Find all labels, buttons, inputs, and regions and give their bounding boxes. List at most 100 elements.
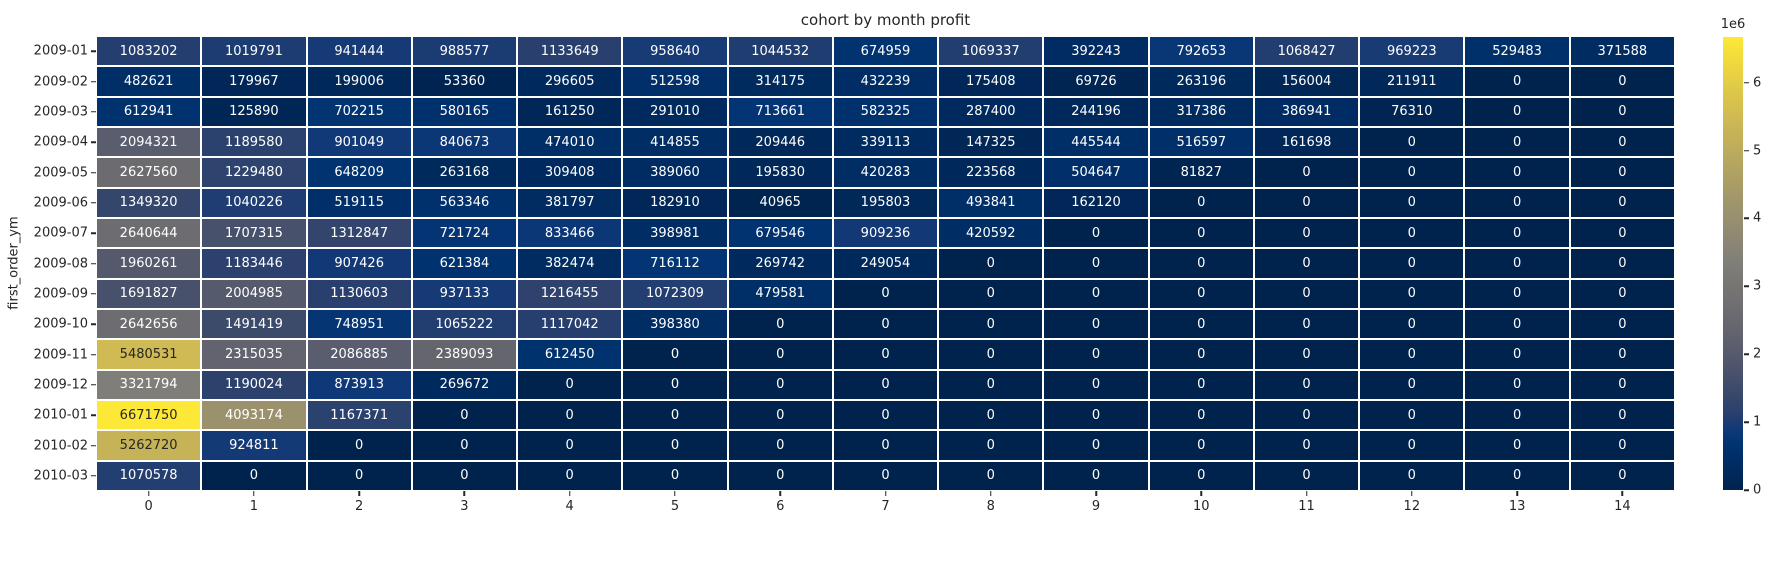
- colorbar-tick-label: 3: [1753, 278, 1762, 294]
- heatmap-cell: 909236: [833, 219, 938, 248]
- heatmap-cell: 2627560: [97, 158, 201, 187]
- heatmap-cell: 76310: [1360, 97, 1464, 126]
- heatmap-cell: 432239: [833, 67, 938, 96]
- heatmap-cell: 0: [202, 461, 306, 490]
- heatmap-cell: 0: [1044, 370, 1148, 399]
- heatmap-cell: 263168: [412, 158, 517, 187]
- heatmap-cell: 0: [1570, 310, 1674, 339]
- y-tick-label: 2009-05: [33, 165, 88, 180]
- heatmap-cell: 0: [1465, 188, 1569, 217]
- y-tick-mark: [91, 293, 96, 295]
- heatmap-cell: 0: [1570, 370, 1674, 399]
- heatmap-cell: 0: [1044, 401, 1148, 430]
- heatmap-cell: 175408: [939, 67, 1043, 96]
- heatmap-cell: 382474: [518, 249, 622, 278]
- heatmap-cell: 0: [728, 401, 832, 430]
- x-tick-label: 0: [144, 499, 153, 514]
- colorbar-tick-label: 6: [1753, 75, 1762, 91]
- heatmap-cell: 5262720: [97, 431, 201, 460]
- heatmap-cell: 179967: [202, 67, 306, 96]
- heatmap-cell: 0: [1360, 188, 1464, 217]
- heatmap-cell: 0: [1149, 401, 1253, 430]
- heatmap-cell: 269672: [412, 370, 517, 399]
- heatmap-cell: 716112: [623, 249, 727, 278]
- heatmap-cell: 840673: [412, 128, 517, 157]
- y-tick-label: 2010-01: [33, 407, 88, 423]
- y-tick-label: 2009-09: [33, 286, 88, 302]
- heatmap-cell: 392243: [1044, 37, 1148, 66]
- heatmap-cell: 937133: [412, 279, 517, 308]
- heatmap-cell: 1216455: [518, 279, 622, 308]
- heatmap-cell: 0: [1465, 249, 1569, 278]
- heatmap-cell: 504647: [1044, 158, 1148, 187]
- heatmap-cell: 0: [1254, 249, 1359, 278]
- heatmap-cell: 0: [1570, 279, 1674, 308]
- heatmap-cell: 482621: [97, 67, 201, 96]
- heatmap-cell: 0: [307, 461, 411, 490]
- heatmap-cell: 674959: [833, 37, 938, 66]
- heatmap-cell: 199006: [307, 67, 411, 96]
- heatmap-cell: 0: [833, 370, 938, 399]
- heatmap-cell: 0: [307, 431, 411, 460]
- heatmap-cell: 0: [833, 461, 938, 490]
- heatmap-cell: 0: [1465, 97, 1569, 126]
- heatmap-cell: 0: [1570, 219, 1674, 248]
- heatmap-cell: 474010: [518, 128, 622, 157]
- heatmap-cell: 1040226: [202, 188, 306, 217]
- y-tick-mark: [91, 353, 96, 356]
- heatmap-cell: 1019791: [202, 37, 306, 66]
- heatmap-cell: 1229480: [202, 158, 306, 187]
- y-tick-mark: [91, 141, 96, 143]
- heatmap-cell: 1072309: [623, 279, 727, 308]
- x-tick-mark: [1200, 491, 1203, 496]
- heatmap-cell: 0: [518, 431, 622, 460]
- heatmap-cell: 0: [1570, 128, 1674, 157]
- x-tick-mark: [1095, 491, 1097, 496]
- heatmap-cell: 0: [939, 461, 1043, 490]
- heatmap-cell: 371588: [1570, 37, 1674, 66]
- y-tick-mark: [91, 171, 96, 174]
- heatmap-cell: 0: [1149, 461, 1253, 490]
- heatmap-cell: 420592: [939, 219, 1043, 248]
- y-tick-label: 2010-03: [33, 468, 88, 484]
- heatmap-cell: 0: [1570, 188, 1674, 217]
- heatmap-cell: 81827: [1149, 158, 1253, 187]
- heatmap-cell: 0: [939, 249, 1043, 278]
- colorbar-tick-label: 4: [1753, 210, 1762, 226]
- x-tick-label: 10: [1193, 499, 1210, 514]
- heatmap-cell: 512598: [623, 67, 727, 96]
- heatmap-cell: 0: [1360, 461, 1464, 490]
- heatmap-cell: 1691827: [97, 279, 201, 308]
- heatmap-cell: 398380: [623, 310, 727, 339]
- x-tick-mark: [1305, 491, 1308, 496]
- heatmap-cell: 873913: [307, 370, 411, 399]
- heatmap-cell: 1167371: [307, 401, 411, 430]
- heatmap-cell: 2004985: [202, 279, 306, 308]
- heatmap-cell: 0: [1465, 310, 1569, 339]
- heatmap-cell: 2389093: [412, 340, 517, 369]
- heatmap-cell: 516597: [1149, 128, 1253, 157]
- x-tick-mark: [358, 491, 360, 496]
- y-tick-mark: [91, 262, 96, 265]
- x-tick-label: 8: [986, 499, 995, 514]
- heatmap-cell: 1069337: [939, 37, 1043, 66]
- colorbar-tick-label: 1: [1753, 414, 1762, 430]
- heatmap-cell: 0: [1254, 461, 1359, 490]
- y-tick-label: 2010-02: [33, 438, 88, 453]
- heatmap-cell: 0: [1360, 310, 1464, 339]
- heatmap-cell: 2094321: [97, 128, 201, 157]
- heatmap-cell: 53360: [412, 67, 517, 96]
- heatmap-cell: 0: [412, 461, 517, 490]
- heatmap-cell: 125890: [202, 97, 306, 126]
- heatmap-cell: 901049: [307, 128, 411, 157]
- y-tick-label: 2009-07: [33, 225, 88, 241]
- x-tick-label: 5: [670, 499, 680, 514]
- heatmap-cell: 0: [1360, 340, 1464, 369]
- heatmap-cell: 958640: [623, 37, 727, 66]
- colorbar-tick-label: 5: [1753, 143, 1762, 158]
- y-tick-label: 2009-01: [33, 43, 88, 59]
- heatmap-cell: 287400: [939, 97, 1043, 126]
- heatmap-cell: 924811: [202, 431, 306, 460]
- y-tick-label: 2009-11: [33, 347, 88, 362]
